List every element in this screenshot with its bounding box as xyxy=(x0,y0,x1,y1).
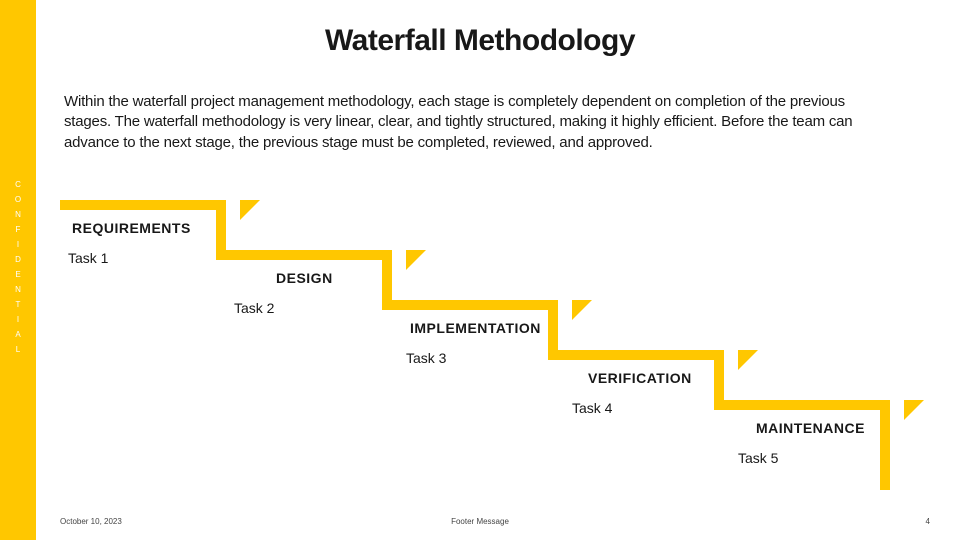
stage-label: DESIGN xyxy=(276,270,333,286)
stage-label: VERIFICATION xyxy=(588,370,692,386)
footer-page-number: 4 xyxy=(926,517,930,526)
task-label: Task 4 xyxy=(572,400,612,416)
step-arrow-icon xyxy=(406,250,426,270)
stage-label: REQUIREMENTS xyxy=(72,220,191,236)
task-label: Task 1 xyxy=(68,250,108,266)
confidential-watermark: CONFIDENTIAL xyxy=(14,180,23,360)
page-title: Waterfall Methodology xyxy=(0,24,960,58)
step-bar-top xyxy=(60,200,226,210)
step-bar-right xyxy=(382,250,392,310)
task-label: Task 3 xyxy=(406,350,446,366)
step-bar-right xyxy=(880,400,890,490)
footer-message: Footer Message xyxy=(451,517,509,526)
footer-date: October 10, 2023 xyxy=(60,517,122,526)
waterfall-diagram: REQUIREMENTS Task 1 DESIGN Task 2 IMPLEM… xyxy=(60,200,940,490)
step-bar-top xyxy=(226,250,392,260)
step-bar-right xyxy=(216,200,226,260)
step-bar-top xyxy=(724,400,890,410)
task-label: Task 2 xyxy=(234,300,274,316)
step-bar-top xyxy=(558,350,724,360)
stage-label: IMPLEMENTATION xyxy=(410,320,541,336)
step-arrow-icon xyxy=(738,350,758,370)
step-bar-right xyxy=(548,300,558,360)
slide: CONFIDENTIAL Waterfall Methodology Withi… xyxy=(0,0,960,540)
task-label: Task 5 xyxy=(738,450,778,466)
step-arrow-icon xyxy=(240,200,260,220)
stage-label: MAINTENANCE xyxy=(756,420,865,436)
step-bar-top xyxy=(392,300,558,310)
step-arrow-icon xyxy=(904,400,924,420)
step-bar-right xyxy=(714,350,724,410)
body-paragraph: Within the waterfall project management … xyxy=(64,92,884,153)
step-arrow-icon xyxy=(572,300,592,320)
